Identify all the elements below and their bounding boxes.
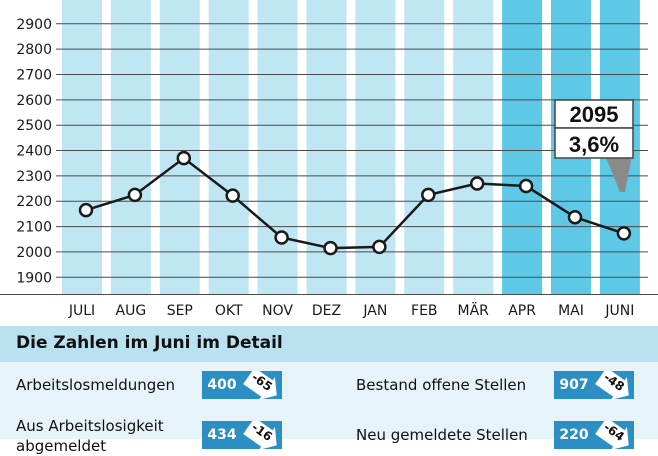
data-point-mär [469, 176, 485, 191]
y-tick-label: 2500 [16, 118, 52, 134]
bar-mär [453, 0, 494, 294]
bar-aug [110, 0, 151, 294]
callout-percent-box [554, 127, 634, 159]
value-neu-gemeldete-stellen: 220 -64 [554, 420, 634, 449]
down-arrow-icon [595, 371, 629, 399]
data-point-juli [78, 202, 94, 218]
row-label-bestand-offene-stellen: Bestand offene Stellen [356, 376, 527, 394]
x-tick-label: JUNI [604, 303, 634, 319]
delta-arrow: -16 [242, 420, 282, 449]
data-point-juni [616, 226, 632, 241]
data-point-nov [274, 230, 289, 245]
y-tick-label: 2100 [16, 220, 52, 236]
data-point-feb [421, 187, 436, 203]
series-line [85, 156, 625, 250]
data-point-sep [176, 150, 192, 166]
x-tick-labels: JULI AUG SEP OKT NOV DEZ JAN FEB MÄR APR MAI JUNI [68, 301, 635, 319]
delta-arrow: -65 [242, 370, 282, 399]
value-bestand-offene-stellen: 907 -48 [554, 370, 634, 399]
value-arbeitslosmeldungen: 400 -65 [202, 370, 282, 399]
down-arrow-icon [243, 371, 277, 399]
series-points [78, 150, 632, 256]
row-label-neu-gemeldete-stellen: Neu gemeldete Stellen [356, 426, 528, 444]
y-tick-labels: 1900 2000 2100 2200 2300 2400 2500 2600 2700 2800… [16, 17, 52, 286]
x-tick-label: MÄR [458, 301, 490, 319]
value-number: 400 [202, 371, 242, 399]
y-tick-label: 2900 [16, 17, 52, 33]
y-tick-label: 2800 [16, 42, 52, 58]
bar-okt [208, 0, 249, 294]
y-tick-label: 2700 [16, 68, 52, 84]
detail-header [0, 326, 658, 362]
data-point-apr [518, 178, 534, 194]
x-tick-label: OKT [215, 303, 243, 319]
data-point-mai [567, 209, 583, 225]
bar-nov [257, 0, 298, 294]
bar-feb [404, 0, 445, 294]
x-tick-label: SEP [167, 303, 193, 319]
x-tick-label: JULI [68, 303, 95, 319]
bar-apr [502, 0, 543, 294]
delta-arrow: -48 [594, 370, 634, 399]
row-label-abgemeldet: Aus Arbeitslosigkeit abgemeldet [16, 417, 164, 455]
data-point-aug [127, 187, 143, 203]
y-tick-label: 1900 [16, 270, 52, 286]
value-number: 220 [554, 421, 594, 449]
y-tick-label: 2400 [16, 144, 52, 160]
y-tick-label: 2000 [16, 245, 52, 261]
data-point-jan [372, 239, 387, 255]
y-tick-label: 2300 [16, 169, 52, 185]
value-callout: 2095 3,6% [554, 99, 634, 192]
y-tick-label: 2200 [16, 194, 52, 210]
x-tick-label: APR [508, 303, 536, 319]
x-tick-label: JAN [362, 303, 387, 319]
bar-juli [62, 0, 102, 294]
detail-title: Die Zahlen im Juni im Detail [16, 333, 283, 353]
row-label-arbeitslosmeldungen: Arbeitslosmeldungen [16, 376, 176, 394]
x-tick-label: FEB [411, 303, 438, 319]
y-tick-label: 2600 [16, 93, 52, 109]
value-abgemeldet: 434 -16 [202, 420, 282, 449]
value-number: 434 [202, 421, 242, 449]
unemployment-chart: 1900 2000 2100 2200 2300 2400 2500 2600 2700 2800… [0, 0, 658, 319]
bar-sep [159, 0, 200, 294]
x-tick-label: NOV [262, 303, 293, 319]
x-tick-label: MAI [558, 303, 584, 319]
data-point-dez [323, 240, 338, 256]
x-tick-label: DEZ [312, 303, 341, 319]
data-point-okt [225, 188, 240, 203]
callout-value: 2095 [570, 102, 619, 127]
bars [0, 0, 658, 295]
callout-percent: 3,6% [569, 132, 619, 157]
callout-pointer [603, 150, 633, 192]
delta-arrow: -64 [594, 420, 634, 449]
value-number: 907 [554, 371, 594, 399]
x-tick-label: AUG [116, 303, 147, 319]
